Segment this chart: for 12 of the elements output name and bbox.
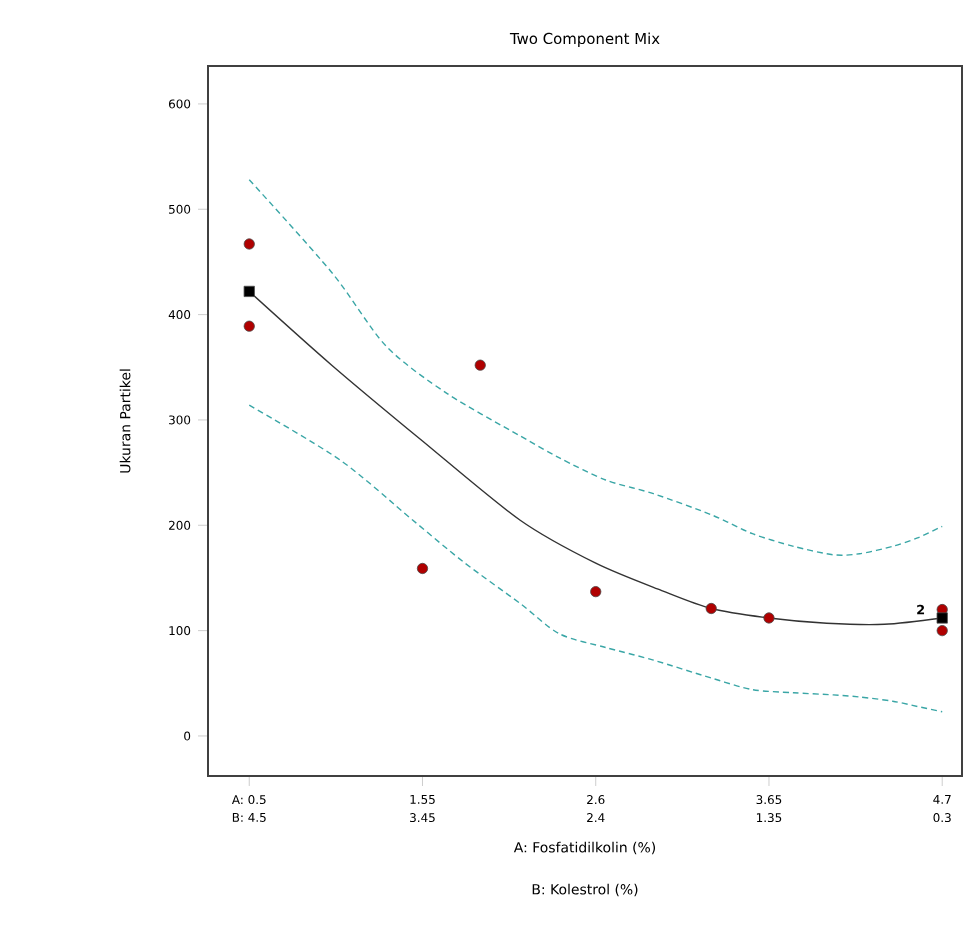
line-series <box>248 404 943 713</box>
point <box>243 285 255 297</box>
point <box>705 602 717 615</box>
line-series <box>248 179 943 556</box>
point <box>474 359 486 371</box>
point <box>936 612 948 624</box>
point <box>416 562 429 575</box>
point <box>763 612 775 624</box>
point <box>243 320 255 332</box>
point <box>590 586 602 598</box>
point <box>243 238 255 250</box>
point <box>936 625 948 637</box>
